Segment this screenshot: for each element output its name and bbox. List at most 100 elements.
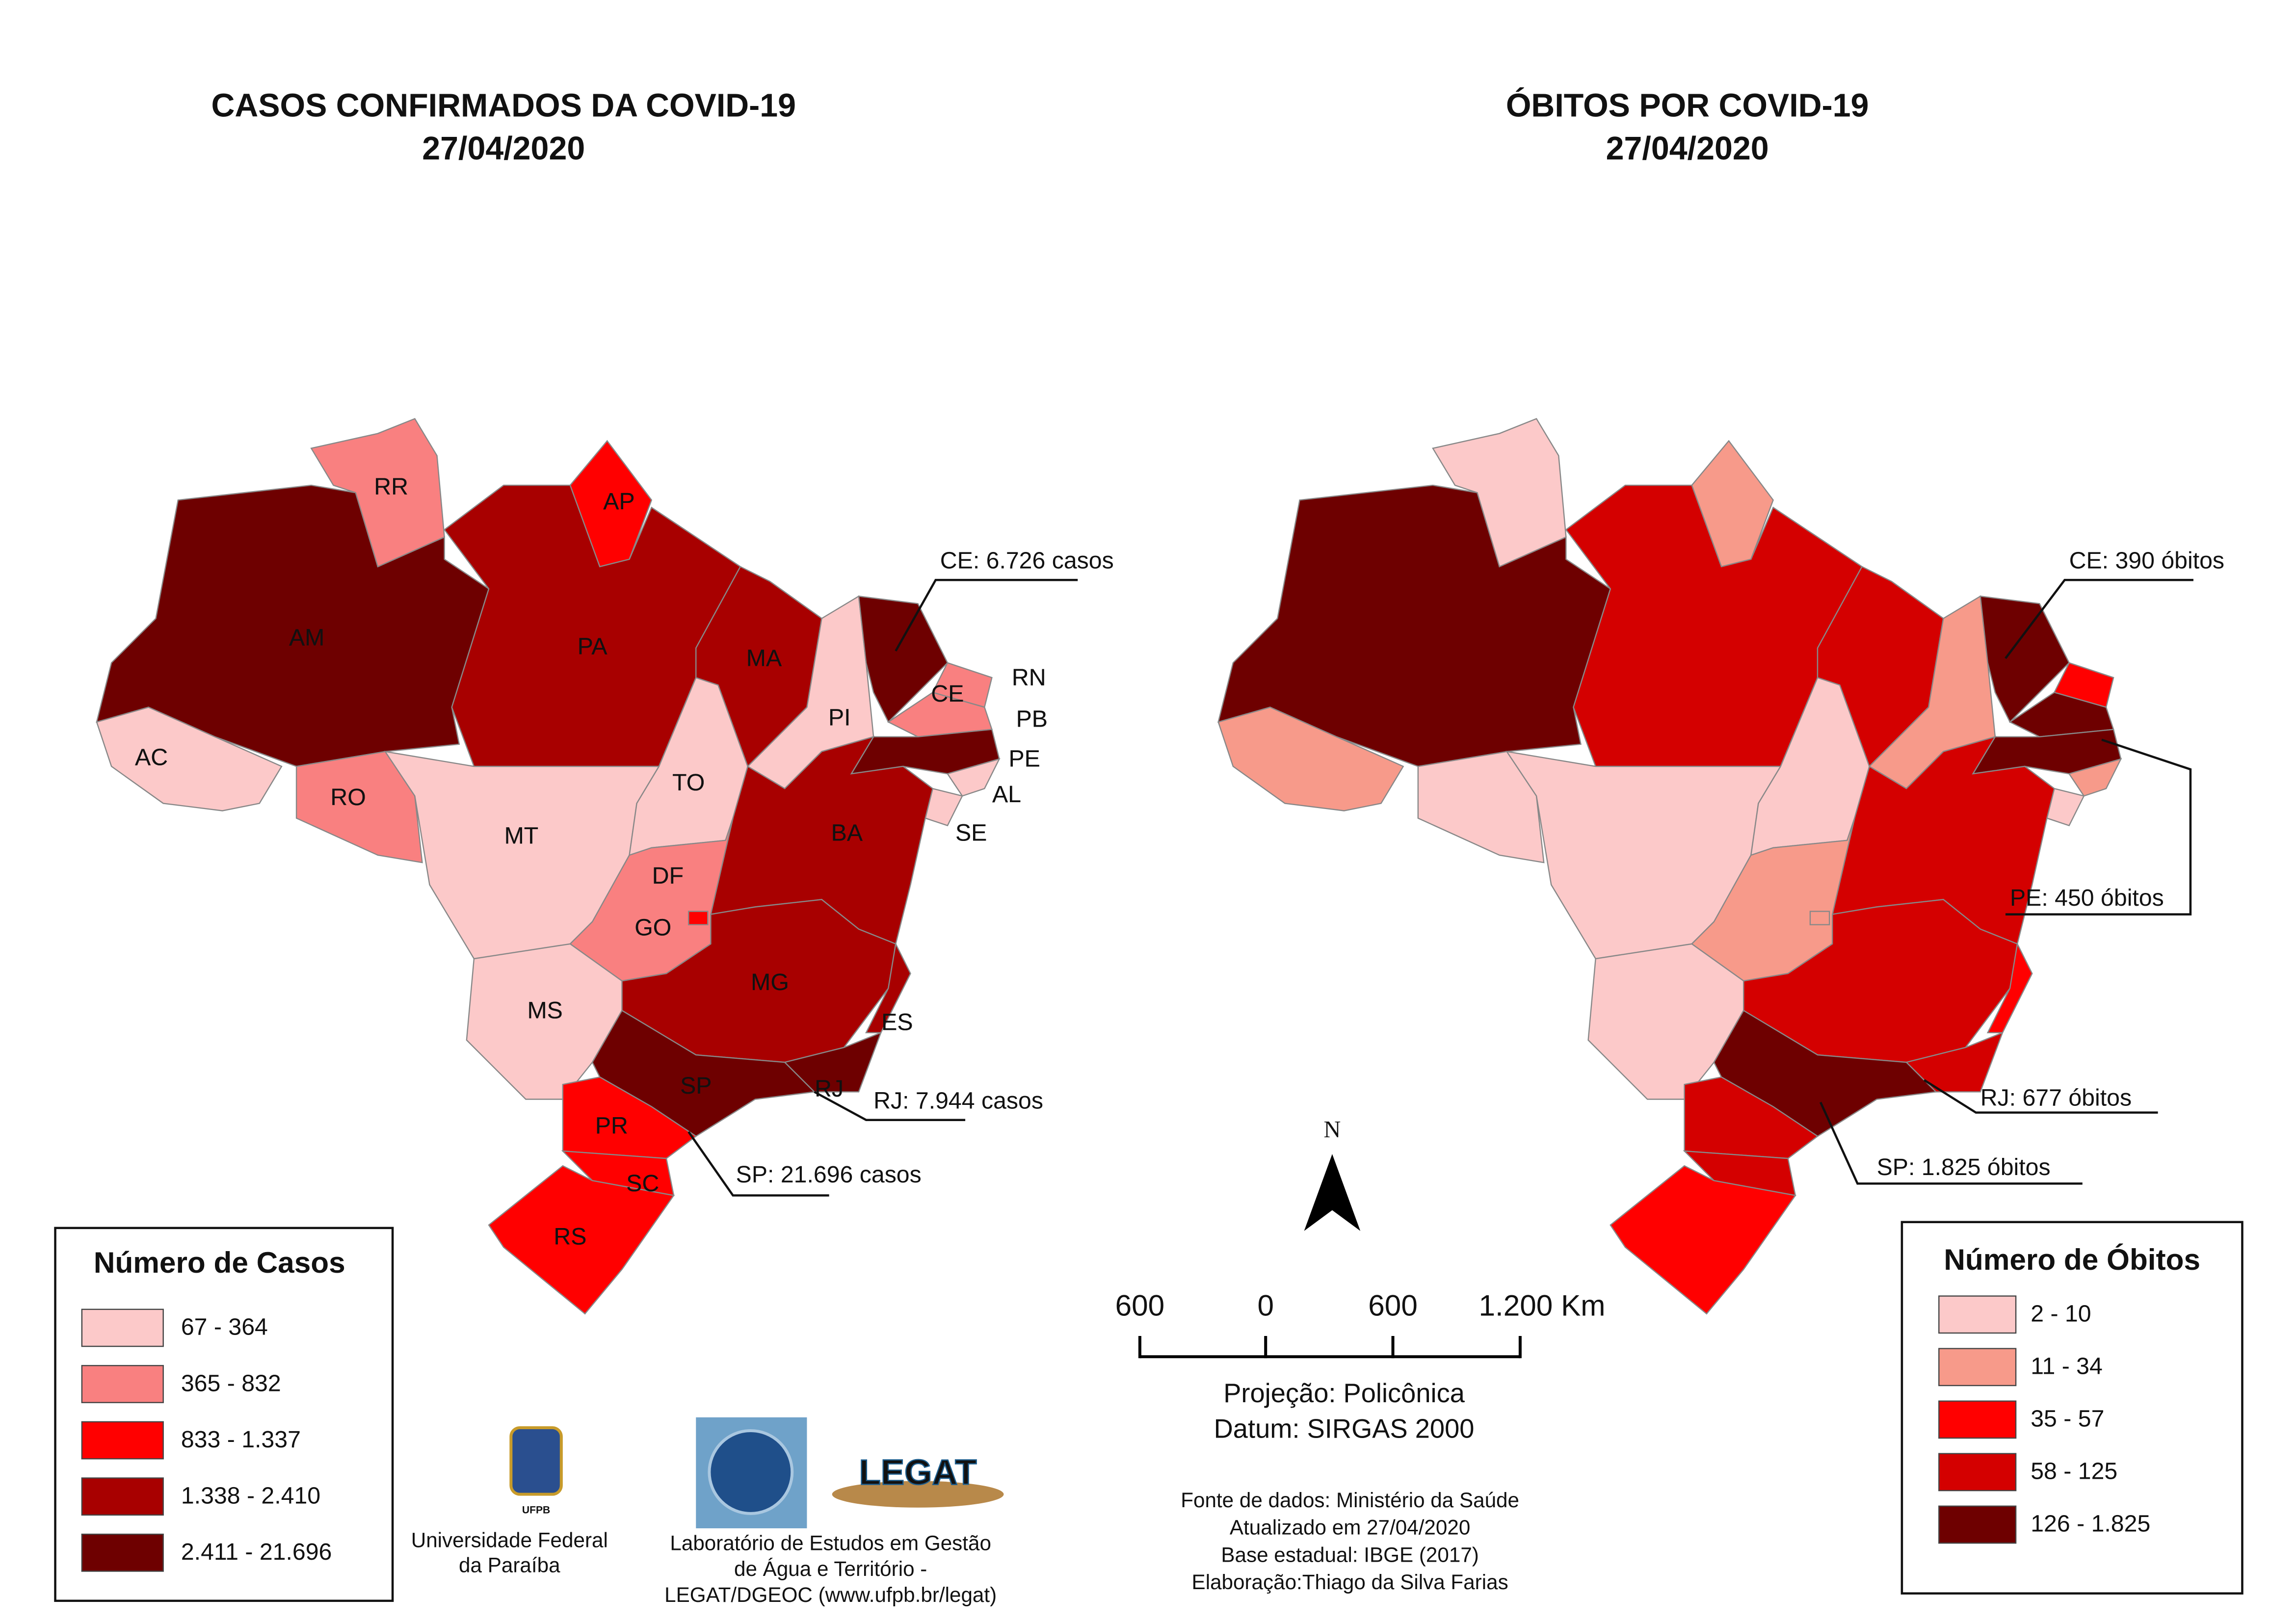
state-label: RS bbox=[554, 1224, 586, 1250]
map-date: 27/04/2020 bbox=[1606, 131, 1769, 167]
legend-swatch bbox=[81, 1421, 164, 1460]
state-label: AP bbox=[603, 488, 634, 515]
state-label: SE bbox=[955, 819, 987, 846]
legend-swatch bbox=[1938, 1505, 2017, 1544]
legend-swatch bbox=[81, 1309, 164, 1347]
state-label: MA bbox=[746, 645, 782, 672]
legend-swatch bbox=[1938, 1348, 2017, 1387]
state-label: PA bbox=[578, 633, 608, 660]
source-text: Fonte de dados: Ministério da Saúde bbox=[1181, 1489, 1519, 1512]
state-label: AL bbox=[992, 781, 1021, 808]
map bbox=[96, 418, 1001, 1315]
legend-swatch bbox=[81, 1533, 164, 1572]
state-label: MT bbox=[504, 823, 539, 849]
legend-title: Número de Óbitos bbox=[1944, 1243, 2200, 1276]
legend-swatch bbox=[1938, 1453, 2017, 1492]
state-label: RO bbox=[330, 784, 366, 811]
scale-label: 600 bbox=[1115, 1289, 1165, 1322]
state-label: MS bbox=[528, 997, 563, 1023]
legend-label: 1.338 - 2.410 bbox=[181, 1482, 320, 1509]
state bbox=[1905, 1031, 2004, 1093]
state-label: MG bbox=[751, 969, 789, 995]
legend-label: 126 - 1.825 bbox=[2031, 1511, 2150, 1537]
state-label: PE bbox=[1009, 746, 1040, 772]
state-label: MS bbox=[528, 997, 563, 1023]
callout-line bbox=[814, 1091, 966, 1121]
callout-line bbox=[1923, 1079, 2158, 1114]
legend-label: 35 - 57 bbox=[2031, 1406, 2104, 1432]
projection-text: Projeção: Policônica bbox=[1223, 1378, 1465, 1408]
state-label: SP bbox=[680, 1073, 712, 1099]
legend-swatch bbox=[81, 1477, 164, 1516]
state bbox=[488, 1165, 675, 1315]
legend-label: 833 - 1.337 bbox=[181, 1426, 301, 1453]
scale-label: 0 bbox=[1257, 1289, 1274, 1322]
state-label: AC bbox=[135, 744, 168, 771]
callout: SP: 1.825 óbitos bbox=[1877, 1154, 2051, 1180]
state-label: AP bbox=[603, 488, 634, 515]
state-label: DF bbox=[652, 863, 684, 889]
callout-line bbox=[2005, 738, 2192, 916]
state-label: CE bbox=[931, 681, 964, 707]
state-label: DF bbox=[652, 863, 684, 889]
state-label: CE bbox=[931, 681, 964, 707]
state-label: RR bbox=[374, 473, 408, 500]
state-label: MA bbox=[746, 645, 782, 672]
state-label: MG bbox=[751, 969, 789, 995]
state-label: GO bbox=[634, 914, 671, 941]
map-title: ÓBITOS POR COVID-19 bbox=[1506, 87, 1869, 124]
state-label: TO bbox=[672, 769, 705, 796]
state bbox=[1432, 418, 1567, 568]
ufpb-text: da Paraíba bbox=[459, 1554, 560, 1577]
state-label: BA bbox=[831, 819, 863, 846]
state-label: TO bbox=[672, 769, 705, 796]
legend-label: 2.411 - 21.696 bbox=[181, 1539, 332, 1565]
state-label: PA bbox=[578, 633, 608, 660]
state bbox=[1713, 1009, 1937, 1137]
ufpb-emblem bbox=[509, 1426, 563, 1496]
state-label: AL bbox=[992, 781, 1021, 808]
state bbox=[2008, 691, 2114, 737]
callout: RJ: 7.944 casos bbox=[873, 1087, 1043, 1114]
callout: PE: 450 óbitos bbox=[2010, 885, 2164, 911]
ufpb-text: Universidade Federal bbox=[411, 1528, 608, 1551]
state-label: BA bbox=[831, 819, 863, 846]
state bbox=[1610, 1165, 1796, 1315]
state bbox=[2068, 758, 2122, 797]
state-label: RS bbox=[554, 1224, 586, 1250]
state-label: MT bbox=[504, 823, 539, 849]
source-text: Base estadual: IBGE (2017) bbox=[1221, 1543, 1479, 1566]
state bbox=[310, 418, 445, 568]
state-label: AM bbox=[289, 624, 324, 651]
state-label: SP bbox=[680, 1073, 712, 1099]
callout-line bbox=[1819, 1101, 2083, 1185]
callout-line bbox=[687, 1131, 829, 1197]
state bbox=[946, 758, 1001, 797]
state-label: PI bbox=[828, 704, 851, 731]
dgeoc-globe bbox=[708, 1429, 794, 1515]
legend-label: 58 - 125 bbox=[2031, 1458, 2117, 1485]
callout: CE: 390 óbitos bbox=[2069, 548, 2224, 574]
north-label: N bbox=[1324, 1117, 1341, 1143]
state-label: PI bbox=[828, 704, 851, 731]
callout-line bbox=[895, 578, 1078, 652]
callout: RJ: 677 óbitos bbox=[1980, 1084, 2132, 1111]
source-text: Atualizado em 27/04/2020 bbox=[1230, 1516, 1470, 1539]
state-label: PR bbox=[595, 1113, 628, 1139]
state-label: RN bbox=[1012, 664, 1046, 691]
state bbox=[1986, 942, 2033, 1034]
ufpb-logo-text: UFPB bbox=[522, 1504, 550, 1516]
callout: SP: 21.696 casos bbox=[736, 1161, 922, 1188]
state-label: PB bbox=[1016, 706, 1048, 732]
source-text: Elaboração:Thiago da Silva Farias bbox=[1192, 1571, 1508, 1594]
legend-label: 11 - 34 bbox=[2031, 1353, 2103, 1380]
legat-text: de Água e Território - bbox=[734, 1557, 927, 1580]
state bbox=[687, 911, 709, 925]
legend-swatch bbox=[1938, 1295, 2017, 1334]
state bbox=[1809, 911, 1830, 925]
legend-label: 365 - 832 bbox=[181, 1370, 281, 1396]
state-label: RJ bbox=[815, 1075, 844, 1102]
state-label: RN bbox=[1012, 664, 1046, 691]
